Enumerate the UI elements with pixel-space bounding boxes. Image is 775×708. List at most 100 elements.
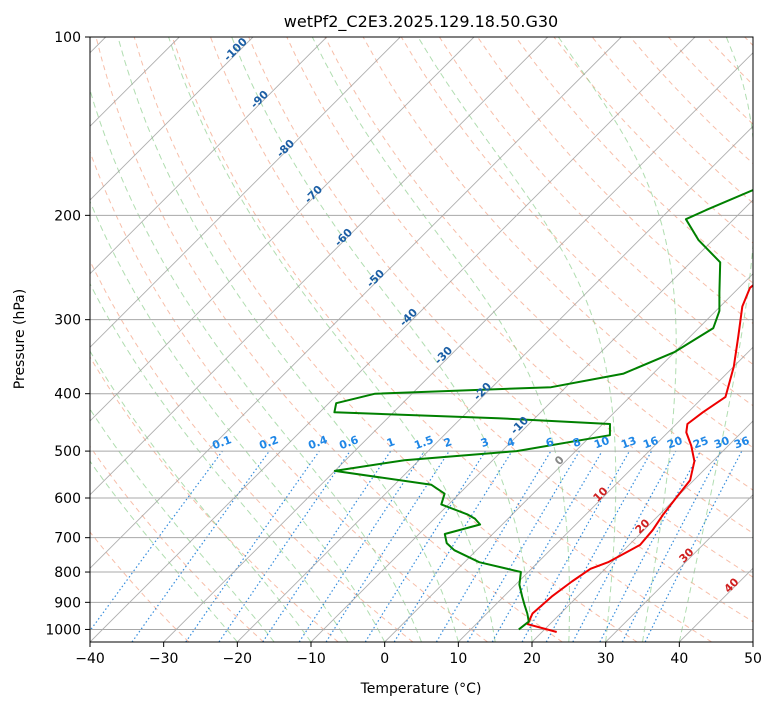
mixing-ratio-line xyxy=(298,450,425,642)
moist-adiabat-line xyxy=(417,37,617,642)
dry-adiabat-line xyxy=(95,37,563,642)
x-tick-label: −40 xyxy=(75,651,105,667)
mixing-ratio-label: 36 xyxy=(732,434,751,452)
dry-adiabat-line xyxy=(438,37,753,366)
isotherm-line xyxy=(90,37,549,496)
dry-adiabat-line xyxy=(133,37,638,642)
mixing-ratio-label: 20 xyxy=(665,434,684,452)
dry-adiabat-line xyxy=(553,37,753,244)
isotherm-label: -20 xyxy=(471,380,494,403)
moist-adiabat-line xyxy=(90,200,386,642)
mixing-ratio-line xyxy=(185,450,320,642)
dry-adiabat-line xyxy=(515,37,753,284)
isotherm-label: -80 xyxy=(274,137,297,160)
isotherm-label: -70 xyxy=(302,183,325,206)
isotherm-label: -30 xyxy=(432,344,455,367)
x-tick-label: −30 xyxy=(149,651,179,667)
mixing-ratio-label: 4 xyxy=(505,435,517,450)
dry-adiabat-line xyxy=(210,37,753,623)
mixing-ratio-line xyxy=(90,450,223,632)
mixing-ratio-line xyxy=(521,450,631,642)
x-tick-label: 30 xyxy=(597,651,615,667)
plot-frame xyxy=(89,36,754,643)
isotherm-line xyxy=(384,273,753,642)
moist-adiabat-line xyxy=(117,37,459,642)
dry-adiabat-line xyxy=(90,531,190,642)
moist-adiabat-line xyxy=(90,88,422,642)
isotherm-line xyxy=(457,346,753,642)
mixing-ratio-line xyxy=(572,450,677,642)
y-tick-label: 900 xyxy=(54,595,81,611)
dry-adiabat-line xyxy=(400,37,753,407)
y-tick-label: 1000 xyxy=(45,622,81,638)
dry-adiabat-line xyxy=(171,37,712,642)
mixing-ratio-line xyxy=(325,450,450,642)
isotherm-line xyxy=(90,37,696,642)
mixing-ratio-label: 10 xyxy=(592,434,611,452)
y-tick-label: 400 xyxy=(54,387,81,403)
isotherm-line xyxy=(90,37,475,422)
x-tick-label: −20 xyxy=(223,651,253,667)
isotherm-label: -60 xyxy=(332,226,355,249)
mixing-ratio-label: 6 xyxy=(544,435,556,450)
isotherm-line xyxy=(752,641,753,642)
y-tick-label: 100 xyxy=(54,30,81,46)
dry-adiabat-line xyxy=(90,356,339,642)
dry-adiabat-line xyxy=(706,37,753,86)
x-tick-label: 20 xyxy=(523,651,541,667)
moist-adiabat-line xyxy=(168,37,496,642)
dry-adiabat-line xyxy=(90,445,264,642)
chart-title: wetPf2_C2E3.2025.129.18.50.G30 xyxy=(284,12,558,32)
dewpoint-profile-line xyxy=(333,188,753,631)
x-tick-label: 0 xyxy=(380,651,389,667)
mixing-ratio-label: 8 xyxy=(571,435,583,450)
isotherm-line xyxy=(90,37,328,275)
mixing-ratio-line xyxy=(131,450,270,642)
isotherm-label: -40 xyxy=(397,306,420,329)
mixing-ratio-line xyxy=(262,450,392,642)
isotherm-label: 30 xyxy=(677,545,697,565)
mixing-ratio-label: 0.1 xyxy=(210,433,233,452)
mixing-ratio-label: 0.6 xyxy=(337,433,360,452)
mixing-ratio-label: 0.4 xyxy=(306,433,329,452)
x-tick-label: 40 xyxy=(670,651,688,667)
isotherm-label: -100 xyxy=(221,35,250,64)
isotherm-label: 10 xyxy=(591,484,611,504)
moist-adiabat-line xyxy=(557,37,677,642)
background-lines xyxy=(90,37,753,642)
mixing-ratio-label: 30 xyxy=(712,434,731,452)
isopleth-labels: -100-90-80-70-60-50-40-30-20-10010203040… xyxy=(210,35,751,596)
y-axis-label: Pressure (hPa) xyxy=(12,289,28,389)
mixing-ratio-line xyxy=(364,450,486,642)
y-tick-label: 300 xyxy=(54,313,81,329)
temperature-profile-line xyxy=(526,284,753,633)
moist-adiabat-line xyxy=(231,37,533,642)
mixing-ratio-line xyxy=(393,450,513,642)
isotherm-line xyxy=(163,52,753,642)
x-tick-label: 50 xyxy=(744,651,762,667)
isotherm-label: 40 xyxy=(722,575,742,595)
isotherm-label: 0 xyxy=(552,453,567,468)
mixing-ratio-label: 25 xyxy=(691,434,710,451)
mixing-ratio-label: 2 xyxy=(442,435,454,450)
mixing-ratio-label: 13 xyxy=(619,434,638,451)
isotherm-line xyxy=(605,494,753,642)
isotherm-line xyxy=(90,37,254,201)
mixing-ratio-label: 1.5 xyxy=(412,433,435,452)
moist-adiabat-line xyxy=(90,408,275,642)
x-axis-label: Temperature (°C) xyxy=(360,681,482,697)
mixing-ratio-line xyxy=(466,450,580,642)
isotherm-line xyxy=(531,420,753,642)
y-tick-label: 600 xyxy=(54,491,81,507)
y-axis: 100 200 300 400 500 600 700 800 900 1000 xyxy=(45,30,90,638)
mixing-ratio-label: 0.2 xyxy=(257,433,280,452)
x-tick-label: −10 xyxy=(296,651,326,667)
mixing-ratio-label: 16 xyxy=(641,434,660,452)
mixing-ratio-label: 1 xyxy=(385,435,397,450)
isotherm-line xyxy=(236,125,753,642)
series-layer xyxy=(333,188,753,633)
mixing-ratio-label: 3 xyxy=(479,435,491,450)
dry-adiabat-line xyxy=(90,259,414,642)
isotherm-label: -90 xyxy=(248,88,271,111)
